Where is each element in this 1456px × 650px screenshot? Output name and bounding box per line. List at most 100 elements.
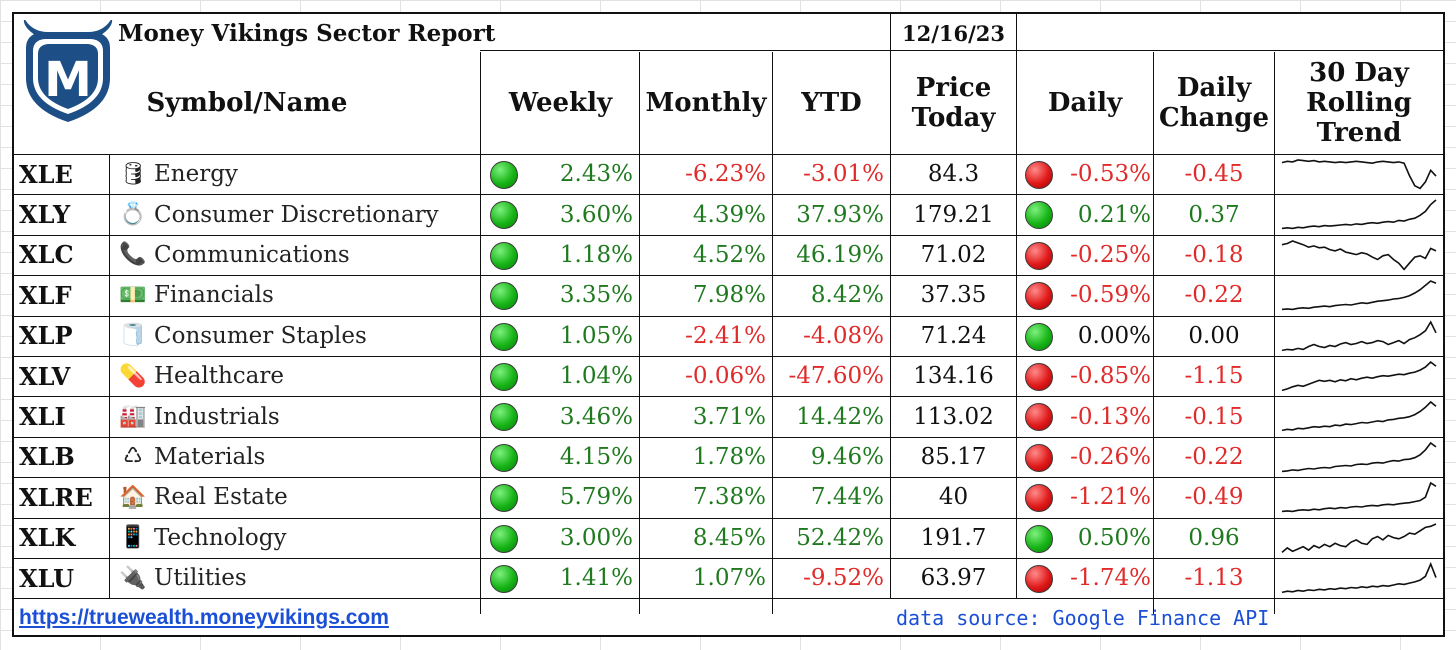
ring-icon: 💍 [119, 202, 147, 228]
row-monthly: 8.45% [692, 524, 766, 551]
sector-label: Real Estate [154, 484, 288, 511]
daily-status-indicator [1025, 443, 1053, 472]
row-daily: -0.25% [1070, 241, 1151, 268]
row-price-today: 113.02 [913, 403, 994, 430]
row-sector-name: 📞 Communications [110, 235, 480, 275]
row-daily: -0.59% [1070, 282, 1151, 309]
row-symbol: XLF [19, 280, 72, 310]
row-weekly: 1.04% [559, 363, 633, 390]
row-divider [14, 396, 1443, 398]
sector-label: Energy [154, 161, 238, 188]
daily-status-indicator [1025, 484, 1053, 513]
sector-label: Utilities [154, 565, 247, 592]
row-divider [14, 436, 1443, 438]
trend-line [1281, 239, 1437, 271]
sector-label: Materials [154, 443, 266, 470]
row-symbol: XLV [19, 361, 71, 391]
row-symbol: XLP [19, 321, 73, 351]
row-monthly: 3.71% [692, 403, 766, 430]
weekly-status-indicator [490, 241, 518, 270]
header-price-line1: Price [915, 73, 992, 103]
house-icon: 🏠 [119, 484, 147, 510]
row-price-today: 134.16 [913, 363, 994, 390]
row-daily: 0.21% [1077, 201, 1151, 228]
row-daily-change: 0.96 [1188, 524, 1240, 551]
electric-plug-icon: 🔌 [119, 565, 147, 591]
row-daily: -1.74% [1070, 565, 1151, 592]
row-monthly: 4.39% [692, 201, 766, 228]
row-ytd: 9.46% [810, 443, 884, 470]
row-ytd: -4.08% [803, 322, 884, 349]
row-divider [14, 275, 1443, 277]
header-monthly: Monthly [645, 88, 767, 118]
row-sector-name: 💊 Healthcare [110, 356, 480, 396]
daily-status-indicator [1025, 322, 1053, 351]
report-date: 12/16/23 [901, 20, 1005, 46]
header-daily-change-line2: Change [1158, 103, 1270, 133]
row-sector-name: 🏭 Industrials [110, 396, 480, 436]
row-daily: -1.21% [1070, 484, 1151, 511]
row-sector-name: 💍 Consumer Discretionary [110, 194, 480, 234]
header-trend-line3: Trend [1316, 118, 1402, 148]
row-30-day-trend-sparkline [1281, 199, 1437, 230]
row-daily: 0.00% [1077, 322, 1151, 349]
header-price-today: Price Today [891, 52, 1016, 154]
money-vikings-logo: M [23, 20, 113, 122]
weekly-status-indicator [490, 524, 518, 553]
header-symbol-name: Symbol/Name [146, 88, 348, 118]
row-daily-change: -0.18 [1184, 241, 1244, 268]
row-sector-name: 🛢 Energy [110, 154, 480, 194]
weekly-status-indicator [490, 322, 518, 351]
header-price-line2: Today [911, 103, 996, 133]
website-link[interactable]: https://truewealth.moneyvikings.com [19, 605, 389, 629]
row-sector-name: 🔌 Utilities [110, 558, 480, 598]
row-daily-change: -0.22 [1184, 443, 1244, 470]
header-daily-change-line1: Daily [1176, 73, 1252, 103]
row-daily-change: -1.13 [1184, 565, 1244, 592]
header-trend-line1: 30 Day [1309, 58, 1409, 88]
report-title: Money Vikings Sector Report [118, 19, 496, 47]
row-price-today: 85.17 [920, 443, 987, 470]
row-weekly: 1.05% [559, 322, 633, 349]
header-divider [480, 50, 1443, 51]
row-ytd: 37.93% [796, 201, 884, 228]
row-daily-change: -0.15 [1184, 403, 1244, 430]
trend-line [1281, 561, 1437, 594]
pill-icon: 💊 [119, 363, 147, 389]
row-weekly: 2.43% [559, 161, 633, 188]
daily-status-indicator [1025, 241, 1053, 270]
sector-label: Consumer Staples [154, 322, 367, 349]
weekly-status-indicator [490, 363, 518, 391]
row-sector-name: 🧻 Consumer Staples [110, 316, 480, 356]
header-weekly: Weekly [508, 88, 613, 118]
factory-icon: 🏭 [119, 404, 147, 430]
trend-line [1281, 199, 1437, 230]
trend-line [1281, 481, 1437, 513]
header-daily-change: Daily Change [1154, 52, 1274, 154]
row-symbol: XLE [19, 159, 73, 189]
weekly-status-indicator [490, 484, 518, 513]
row-ytd: 46.19% [796, 241, 884, 268]
row-30-day-trend-sparkline [1281, 522, 1437, 553]
sector-report-table: M Money Vikings Sector Report 12/16/23 S… [12, 12, 1445, 637]
row-monthly: 1.07% [692, 565, 766, 592]
row-daily: -0.85% [1070, 363, 1151, 390]
trend-line [1281, 441, 1437, 472]
header-daily: Daily [1047, 88, 1123, 118]
row-divider [14, 356, 1443, 357]
row-ytd: -3.01% [803, 161, 884, 188]
row-sector-name: 💵 Financials [110, 275, 480, 315]
row-price-today: 40 [938, 484, 969, 511]
sector-label: Communications [154, 241, 350, 268]
row-monthly: 7.38% [692, 484, 766, 511]
row-price-today: 37.35 [920, 282, 987, 309]
row-daily: -0.13% [1070, 403, 1151, 430]
trend-line [1281, 280, 1437, 311]
row-price-today: 63.97 [920, 565, 987, 592]
row-symbol: XLY [19, 200, 71, 230]
row-ytd: -9.52% [803, 565, 884, 592]
row-ytd: -47.60% [788, 363, 884, 390]
row-30-day-trend-sparkline [1281, 360, 1437, 392]
row-weekly: 3.00% [559, 524, 633, 551]
row-price-today: 84.3 [927, 161, 980, 188]
